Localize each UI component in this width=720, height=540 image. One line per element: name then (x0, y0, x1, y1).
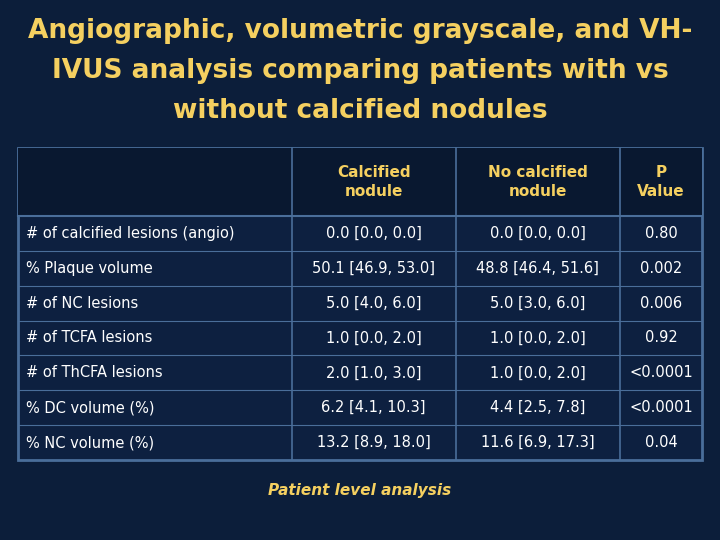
Text: Calcified
nodule: Calcified nodule (337, 165, 410, 199)
Text: 0.0 [0.0, 0.0]: 0.0 [0.0, 0.0] (325, 226, 422, 241)
Text: 5.0 [3.0, 6.0]: 5.0 [3.0, 6.0] (490, 295, 585, 310)
Text: No calcified
nodule: No calcified nodule (488, 165, 588, 199)
Text: IVUS analysis comparing patients with vs: IVUS analysis comparing patients with vs (52, 58, 668, 84)
Text: # of ThCFA lesions: # of ThCFA lesions (26, 366, 163, 380)
Text: 0.04: 0.04 (644, 435, 678, 450)
Text: 13.2 [8.9, 18.0]: 13.2 [8.9, 18.0] (317, 435, 431, 450)
Text: without calcified nodules: without calcified nodules (173, 98, 547, 124)
Text: 0.92: 0.92 (644, 330, 678, 346)
Bar (18, 148, 702, 460)
Text: 2.0 [1.0, 3.0]: 2.0 [1.0, 3.0] (326, 366, 421, 380)
Text: 4.4 [2.5, 7.8]: 4.4 [2.5, 7.8] (490, 400, 585, 415)
Text: Angiographic, volumetric grayscale, and VH-: Angiographic, volumetric grayscale, and … (28, 18, 692, 44)
Text: # of NC lesions: # of NC lesions (26, 295, 138, 310)
Text: Patient level analysis: Patient level analysis (269, 483, 451, 497)
Text: 50.1 [46.9, 53.0]: 50.1 [46.9, 53.0] (312, 261, 435, 276)
Text: <0.0001: <0.0001 (629, 400, 693, 415)
Text: 0.006: 0.006 (640, 295, 682, 310)
Text: 1.0 [0.0, 2.0]: 1.0 [0.0, 2.0] (490, 330, 585, 346)
Text: <0.0001: <0.0001 (629, 366, 693, 380)
Text: 5.0 [4.0, 6.0]: 5.0 [4.0, 6.0] (326, 295, 421, 310)
Text: 0.002: 0.002 (640, 261, 682, 276)
Text: 11.6 [6.9, 17.3]: 11.6 [6.9, 17.3] (481, 435, 595, 450)
Text: 0.80: 0.80 (644, 226, 678, 241)
Text: # of TCFA lesions: # of TCFA lesions (26, 330, 153, 346)
Text: % DC volume (%): % DC volume (%) (26, 400, 155, 415)
Text: 48.8 [46.4, 51.6]: 48.8 [46.4, 51.6] (477, 261, 599, 276)
Text: 1.0 [0.0, 2.0]: 1.0 [0.0, 2.0] (490, 366, 585, 380)
Text: P
Value: P Value (637, 165, 685, 199)
Text: 6.2 [4.1, 10.3]: 6.2 [4.1, 10.3] (321, 400, 426, 415)
Bar (18, 148, 702, 216)
Text: 0.0 [0.0, 0.0]: 0.0 [0.0, 0.0] (490, 226, 586, 241)
Text: 1.0 [0.0, 2.0]: 1.0 [0.0, 2.0] (326, 330, 421, 346)
Text: % Plaque volume: % Plaque volume (26, 261, 153, 276)
Text: # of calcified lesions (angio): # of calcified lesions (angio) (26, 226, 235, 241)
Text: % NC volume (%): % NC volume (%) (26, 435, 154, 450)
